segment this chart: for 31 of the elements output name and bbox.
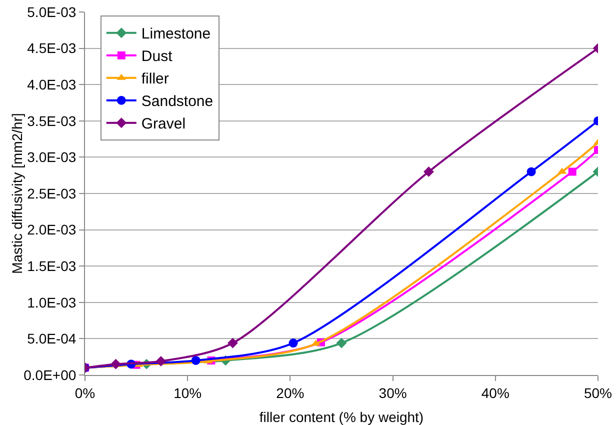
- x-tick-label: 30%: [378, 384, 407, 401]
- legend-label: Sandstone: [141, 93, 214, 110]
- legend-label: Limestone: [141, 26, 211, 43]
- y-axis-title: Mastic diffusivity [mm2/hr]: [9, 113, 26, 274]
- point: [424, 166, 434, 177]
- legend-label: Gravel: [141, 116, 186, 133]
- x-tick-label: 50%: [584, 384, 612, 401]
- y-tick-label: 5.0E-04: [27, 330, 76, 347]
- y-tick-label: 5.0E-03: [27, 4, 76, 20]
- point: [156, 356, 166, 366]
- x-tick-label: 0%: [74, 384, 96, 401]
- y-tick-label: 2.5E-03: [27, 185, 76, 202]
- point: [228, 338, 238, 348]
- y-tick-label: 4.5E-03: [27, 40, 76, 56]
- y-tick-label: 1.5E-03: [27, 258, 76, 274]
- x-tick-label: 40%: [481, 384, 510, 401]
- point: [288, 338, 298, 348]
- point: [110, 358, 121, 370]
- point: [336, 338, 347, 348]
- y-tick-label: 3.0E-03: [27, 149, 76, 166]
- legend-label: Dust: [141, 48, 174, 66]
- y-tick-label: 2.0E-03: [27, 222, 76, 238]
- y-tick-label: 3.5E-03: [27, 112, 76, 129]
- x-tick-label: 10%: [174, 384, 202, 401]
- y-tick-label: 0.0E+00: [24, 366, 76, 383]
- point: [191, 356, 200, 365]
- x-axis-title: filler content (% by weight): [259, 409, 424, 425]
- y-tick-label: 1.0E-03: [27, 294, 76, 310]
- x-tick-label: 20%: [276, 384, 304, 401]
- legend-label: filler: [141, 70, 169, 88]
- y-tick-label: 4.0E-03: [27, 76, 76, 92]
